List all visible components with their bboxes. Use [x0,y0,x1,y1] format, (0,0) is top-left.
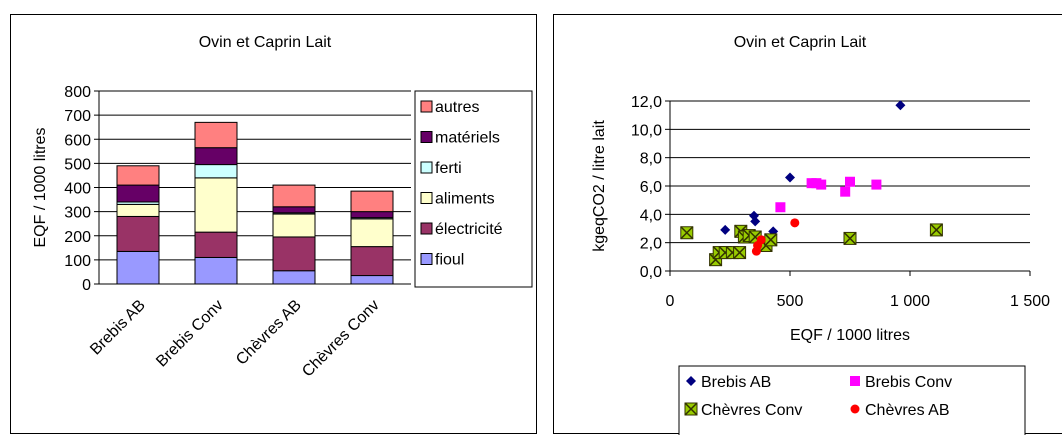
legend-label: matériels [435,130,500,147]
y-tick-label: 700 [64,108,91,125]
legend-swatch [420,222,433,235]
x-tick-label: 0 [666,293,675,310]
legend-marker [850,404,860,414]
bar-segment [116,203,160,217]
y-tick-label: 0 [82,277,91,294]
bar-segment [194,121,238,149]
chart-title: Ovin et Caprin Lait [199,34,332,51]
y-axis-label: EQF / 1000 litres [32,127,49,247]
bar-segment [272,270,316,285]
x-tick-label: 1 000 [890,293,930,310]
legend-swatch [420,253,433,265]
y-tick-label: 6,0 [640,179,662,196]
bar-segment [194,256,238,285]
scatter-point [790,218,800,228]
y-tick-label: 10,0 [631,122,662,139]
x-tick-label: Brebis AB [87,297,149,359]
legend-label: Brebis Conv [865,374,952,391]
bar-segment [194,147,238,166]
y-axis-label: kgeqCO2 / litre lait [591,120,608,252]
chart-title: Ovin et Caprin Lait [734,34,867,51]
scatter-point [895,100,906,111]
bar-segment [194,231,238,258]
scatter-point [680,226,694,240]
scatter-point [840,186,851,197]
scatter-point [871,179,882,190]
y-tick-label: 100 [64,253,91,270]
y-tick-label: 0,0 [640,264,662,281]
scatter-point [843,231,857,245]
marker-cross [733,246,747,260]
marker-cross [843,231,857,245]
marker-cross [764,233,778,247]
bar-segment [350,218,394,248]
bar-segment [350,211,394,219]
legend-marker [684,402,698,416]
legend-swatch [420,192,433,204]
legend-label: Chèvres AB [865,402,949,419]
y-tick-label: 400 [64,181,91,198]
legend-marker [850,376,860,386]
bar-segment [350,190,394,213]
x-axis-label: EQF / 1000 litres [790,327,910,344]
scatter-point [720,224,731,235]
y-tick-label: 800 [64,84,91,101]
scatter-chart: Ovin et Caprin Lait kgeqCO2 / litre lait E… [591,34,1050,435]
scatter-chart-panel: Ovin et Caprin Lait kgeqCO2 / litre lait E… [553,14,1062,435]
scatter-point [785,172,795,183]
legend-marker [686,376,696,386]
y-tick-label: 500 [64,156,91,173]
legend-swatch [420,161,433,174]
bar-segment [272,236,316,272]
legend-label: autres [435,99,479,116]
y-tick-label: 4,0 [640,207,662,224]
scatter-point [816,179,827,190]
bar-segment [350,275,394,285]
marker-cross [684,402,698,416]
scatter-point [756,235,766,245]
legend-swatch [420,131,433,143]
bar-segment [116,184,160,203]
bar-segment [116,250,160,285]
scatter-point [775,202,786,213]
legend-box [414,90,533,288]
legend-swatch [420,100,433,113]
legend-label: aliments [435,191,495,208]
legend-label: électricité [435,221,503,238]
y-tick-label: 300 [64,205,91,222]
y-tick-label: 200 [64,229,91,246]
x-tick-label: Chèvres Conv [299,297,383,381]
scatter-point [929,223,943,237]
bar-segment [272,213,316,238]
marker-cross [929,223,943,237]
x-tick-label: Chèvres AB [233,297,305,369]
stacked-bar-chart: Ovin et Caprin Lait EQF / 1000 litres 0 100… [32,34,533,381]
y-tick-label: 8,0 [640,151,662,168]
bar-chart-panel: Ovin et Caprin Lait EQF / 1000 litres 0 100… [10,14,537,434]
bar-segment [350,246,394,277]
scatter-point [845,176,855,187]
legend-label: ferti [435,160,462,177]
scatter-point [750,216,761,227]
x-tick-label: 1 500 [1010,293,1050,310]
bar-segment [116,165,160,186]
bar-segment [194,177,238,233]
scatter-point [733,246,747,260]
y-tick-label: 12,0 [631,94,662,111]
legend-label: fioul [435,252,464,269]
bar-segment [272,184,316,208]
marker-cross [680,226,694,240]
bar-segment [194,164,238,179]
bar-segment [272,206,316,214]
scatter-point [764,233,778,247]
x-tick-label: 500 [777,293,804,310]
legend-label: Brebis AB [701,374,771,391]
x-tick-label: Brebis Conv [153,297,227,371]
y-tick-label: 2,0 [640,236,662,253]
y-tick-label: 600 [64,132,91,149]
legend-label: Chèvres Conv [701,402,802,419]
bar-segment [116,215,160,252]
